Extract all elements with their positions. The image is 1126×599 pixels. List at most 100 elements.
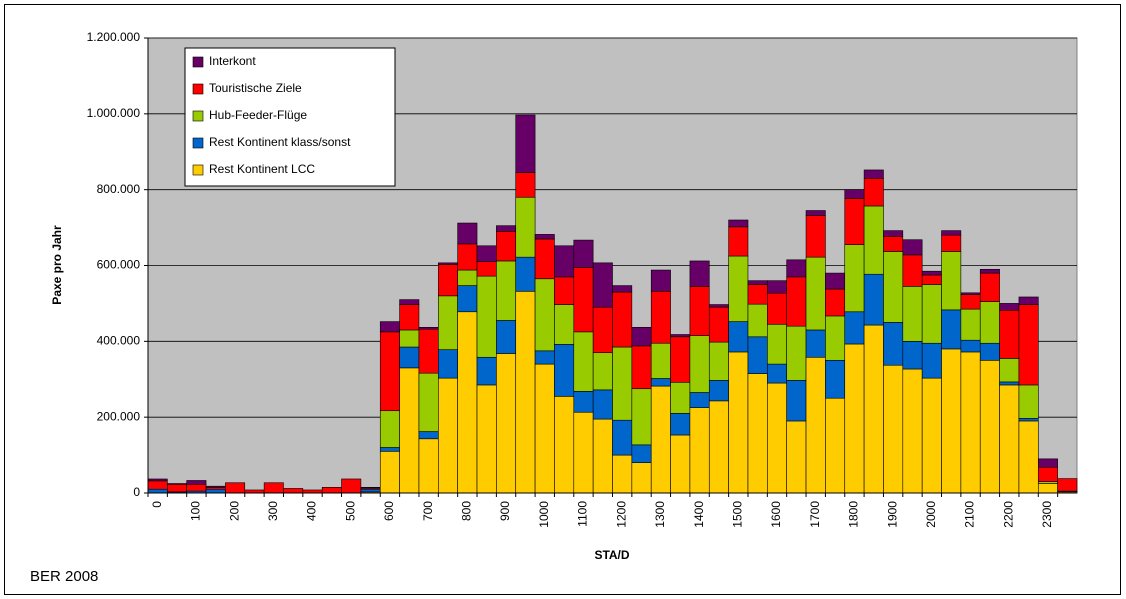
bar-segment [825,359,846,399]
bar-segment [650,269,671,292]
bar-segment [844,311,865,345]
bar-segment [805,215,826,258]
bar-segment [883,364,904,494]
bar-segment [534,238,555,280]
x-tick-label: 200 [227,501,241,521]
legend-swatch [192,83,204,95]
bar-segment [399,329,420,348]
bar-segment [863,177,884,207]
bar-segment [863,324,884,494]
bar-segment [960,351,981,494]
x-tick-label: 1900 [885,501,899,528]
bar-segment [747,303,768,338]
bar-segment [960,292,981,295]
bar-segment [418,327,439,330]
bar-segment [1018,304,1039,386]
bar-segment [1057,478,1078,492]
bar-segment [921,377,942,494]
bar-segment [399,367,420,494]
x-tick-label: 1600 [769,501,783,528]
bar-segment [399,346,420,369]
bar-segment [921,284,942,344]
bar-segment [689,286,710,336]
bar-segment [592,262,613,308]
bar-segment [979,301,1000,344]
bar-segment [747,284,768,305]
bar-segment [379,321,400,333]
x-tick-label: 900 [498,501,512,521]
legend-label: Rest Kontinent klass/sonst [209,135,351,149]
bar-segment [863,205,884,275]
bar-segment [650,385,671,494]
bar-segment [728,219,749,228]
x-tick-label: 1700 [808,501,822,528]
x-tick-label: 800 [460,501,474,521]
bar-segment [767,323,787,365]
bar-segment [863,273,884,326]
bar-segment [573,391,594,413]
bar-segment [147,488,168,494]
bar-segment [631,444,652,463]
bar-segment [689,392,710,408]
y-tick-label: 0 [133,485,140,499]
bar-segment [360,488,381,493]
bar-segment [534,278,555,352]
bar-segment [515,172,536,198]
legend-label: Rest Kontinent LCC [209,162,315,176]
x-tick-label: 1500 [730,501,744,528]
bar-segment [167,483,188,493]
bar-segment [805,329,826,358]
bar-segment [496,231,517,262]
bar-segment [515,256,536,292]
bar-segment [825,288,846,317]
bar-segment [979,359,1000,494]
bar-segment [438,349,458,379]
bar-segment [476,384,497,494]
y-tick-label: 800.000 [97,182,141,196]
bar-segment [979,272,1000,302]
bar-segment [457,311,478,494]
bar-segment [689,407,710,494]
legend-swatch [192,110,204,122]
bar-segment [825,397,846,494]
bar-segment [438,262,458,265]
bar-segment [650,378,671,387]
bar-segment [399,304,420,331]
bar-segment [1018,420,1039,494]
legend-label: Hub-Feeder-Flüge [209,108,307,122]
bar-segment [1037,458,1058,468]
bar-segment [631,327,652,347]
bar-segment [147,478,168,482]
bar-segment [438,264,458,297]
bar-segment [902,254,923,287]
bar-segment [379,447,400,452]
bar-segment [941,309,962,350]
bar-segment [1018,418,1039,422]
x-tick-label: 2100 [963,501,977,528]
bar-segment [960,308,981,341]
bar-segment [941,234,962,252]
bar-segment [689,260,710,287]
x-tick-label: 1800 [847,501,861,528]
bar-segment [767,292,787,325]
bar-segment [805,210,826,216]
bar-segment [999,358,1020,383]
bar-segment [631,388,652,446]
bar-segment [650,342,671,379]
bar-segment [418,438,439,494]
bar-segment [979,268,1000,274]
bar-segment [476,275,497,358]
x-tick-label: 700 [421,501,435,521]
bar-segment [554,276,575,305]
bar-segment [631,345,652,390]
bar-segment [457,269,478,286]
x-axis-title: STA/D [594,548,629,562]
bar-segment [457,222,478,245]
bar-segment [1018,296,1039,305]
bar-segment [786,325,807,381]
bar-segment [767,382,787,494]
bar-segment [979,342,1000,361]
legend-label: Interkont [209,54,256,68]
bar-segment [167,483,188,485]
bar-segment [496,320,517,354]
